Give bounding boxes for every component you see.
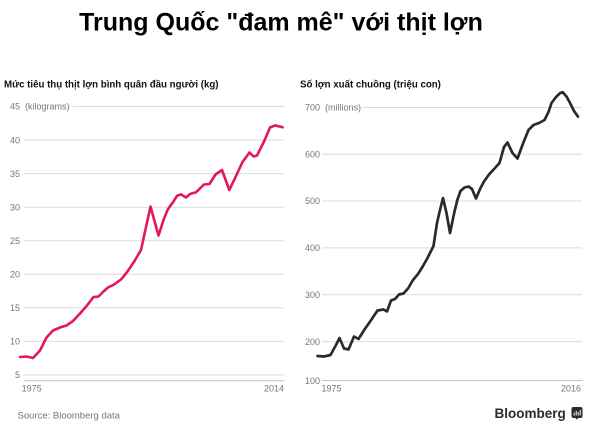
svg-text:25: 25 — [10, 236, 20, 246]
svg-text:Trung Quốc "đam mê" với thịt l: Trung Quốc "đam mê" với thịt lợn — [79, 9, 483, 37]
svg-text:(millions): (millions) — [325, 103, 361, 113]
svg-text:15: 15 — [10, 303, 20, 313]
svg-text:5: 5 — [15, 370, 20, 380]
svg-text:45: 45 — [10, 102, 20, 112]
svg-text:500: 500 — [305, 196, 320, 206]
svg-text:400: 400 — [305, 243, 320, 253]
svg-text:(kilograms): (kilograms) — [25, 102, 70, 112]
svg-text:10: 10 — [10, 337, 20, 347]
svg-text:600: 600 — [305, 149, 320, 159]
svg-text:35: 35 — [10, 169, 20, 179]
svg-text:200: 200 — [305, 337, 320, 347]
svg-text:700: 700 — [305, 103, 320, 113]
svg-text:2014: 2014 — [264, 384, 284, 394]
svg-text:300: 300 — [305, 290, 320, 300]
svg-text:Bloomberg: Bloomberg — [495, 406, 566, 421]
svg-text:30: 30 — [10, 202, 20, 212]
svg-text:40: 40 — [10, 135, 20, 145]
svg-text:Source: Bloomberg data: Source: Bloomberg data — [18, 411, 121, 422]
svg-text:Mức tiêu thụ thịt lợn bình quâ: Mức tiêu thụ thịt lợn bình quân đầu ngườ… — [4, 79, 219, 90]
svg-text:100: 100 — [305, 376, 320, 386]
svg-text:1975: 1975 — [22, 384, 42, 394]
svg-text:20: 20 — [10, 270, 20, 280]
svg-text:Số lợn xuất chuồng (triệu con): Số lợn xuất chuồng (triệu con) — [300, 79, 441, 90]
svg-text:2016: 2016 — [561, 384, 581, 394]
svg-text:1975: 1975 — [321, 384, 341, 394]
